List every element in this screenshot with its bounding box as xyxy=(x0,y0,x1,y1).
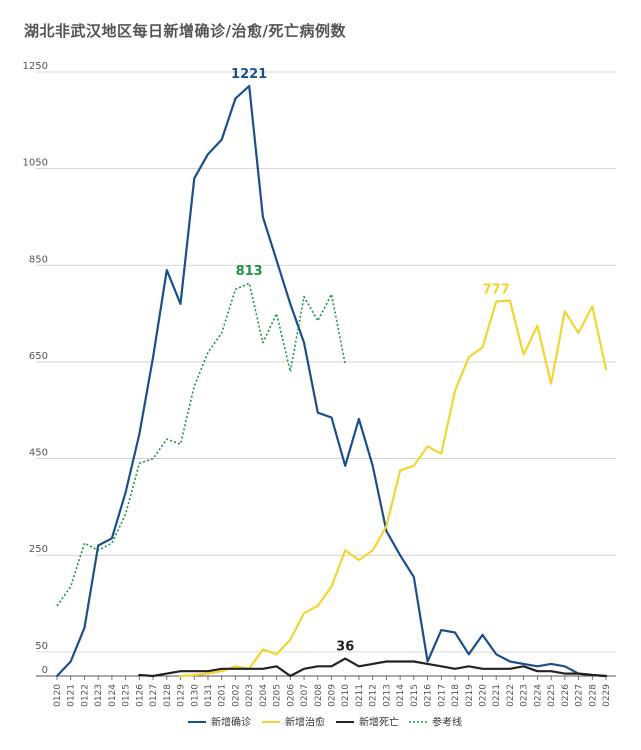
chart-title: 湖北非武汉地区每日新增确诊/治愈/死亡病例数 xyxy=(24,22,346,40)
x-tick-label: 0208 xyxy=(314,684,324,707)
x-tick-label: 0130 xyxy=(190,684,200,707)
x-tick-label: 0126 xyxy=(135,684,145,707)
x-tick-label: 0218 xyxy=(451,684,461,707)
y-tick-label: 250 xyxy=(29,544,48,555)
x-tick-label: 0214 xyxy=(396,684,406,707)
x-tick-label: 0125 xyxy=(122,684,132,707)
x-tick-label: 0201 xyxy=(218,684,228,707)
x-tick-label: 0127 xyxy=(149,684,159,707)
x-tick-label: 0229 xyxy=(602,684,612,707)
legend-label: 新增确诊 xyxy=(211,716,251,729)
x-tick-label: 0207 xyxy=(300,684,310,707)
x-tick-label: 0212 xyxy=(369,684,379,707)
series-line-1 xyxy=(179,299,608,678)
y-tick-label: 0 xyxy=(42,665,48,676)
y-tick-label: 1050 xyxy=(23,158,48,169)
x-tick-label: 0128 xyxy=(163,684,173,707)
series-line-2 xyxy=(138,657,608,678)
x-tick-label: 0224 xyxy=(533,684,543,707)
y-tick-label: 50 xyxy=(35,641,48,652)
y-tick-label: 650 xyxy=(29,351,48,362)
x-tick-label: 0204 xyxy=(259,684,269,707)
x-tick-label: 0210 xyxy=(341,684,351,707)
legend-label: 新增死亡 xyxy=(359,716,399,729)
legend-label: 参考线 xyxy=(432,716,462,729)
x-tick-label: 0226 xyxy=(561,684,571,707)
x-tick-label: 0121 xyxy=(67,684,77,707)
x-tick-label: 0122 xyxy=(80,684,90,707)
data-label: 777 xyxy=(483,283,510,298)
x-tick-label: 0211 xyxy=(355,684,365,707)
x-tick-label: 0203 xyxy=(245,684,255,707)
x-tick-label: 0131 xyxy=(204,684,214,707)
x-tick-label: 0219 xyxy=(465,684,475,707)
x-tick-label: 0221 xyxy=(492,684,502,707)
data-label: 36 xyxy=(336,640,354,655)
series-layer xyxy=(55,84,608,678)
data-label: 1221 xyxy=(231,67,267,82)
y-tick-label: 450 xyxy=(29,448,48,459)
x-tick-label: 0216 xyxy=(424,684,434,707)
x-axis-ticks: 0120 0121 0122 0123 0124 0125 0126 0127 0128 0129… xyxy=(53,676,612,707)
x-tick-label: 0124 xyxy=(108,684,118,707)
series-line-3 xyxy=(56,282,346,607)
legend-label: 新增治愈 xyxy=(285,716,325,729)
x-tick-label: 0129 xyxy=(177,684,187,707)
y-tick-label: 1250 xyxy=(23,61,48,72)
x-tick-label: 0209 xyxy=(328,684,338,707)
legend: 新增确诊 新增治愈 新增死亡 参考线 xyxy=(188,716,462,729)
x-tick-label: 0222 xyxy=(506,684,516,707)
x-tick-label: 0225 xyxy=(547,684,557,707)
x-tick-label: 0206 xyxy=(286,684,296,707)
series-line-0 xyxy=(55,84,608,678)
y-axis-ticks: 0 50 250 450 650 850 1050 1250 xyxy=(23,61,48,676)
x-tick-label: 0223 xyxy=(520,684,530,707)
x-tick-label: 0215 xyxy=(410,684,420,707)
grid-layer xyxy=(36,71,616,677)
x-tick-label: 0217 xyxy=(437,684,447,707)
x-tick-label: 0120 xyxy=(53,684,63,707)
x-tick-label: 0228 xyxy=(588,684,598,707)
x-tick-label: 0202 xyxy=(231,684,241,707)
x-tick-label: 0220 xyxy=(478,684,488,707)
x-tick-label: 0205 xyxy=(273,684,283,707)
y-tick-label: 850 xyxy=(29,254,48,265)
annotations: 1221 813 777 36 xyxy=(231,67,510,655)
x-tick-label: 0213 xyxy=(382,684,392,707)
x-tick-label: 0123 xyxy=(94,684,104,707)
data-label: 813 xyxy=(236,264,263,279)
x-tick-label: 0227 xyxy=(575,684,585,707)
